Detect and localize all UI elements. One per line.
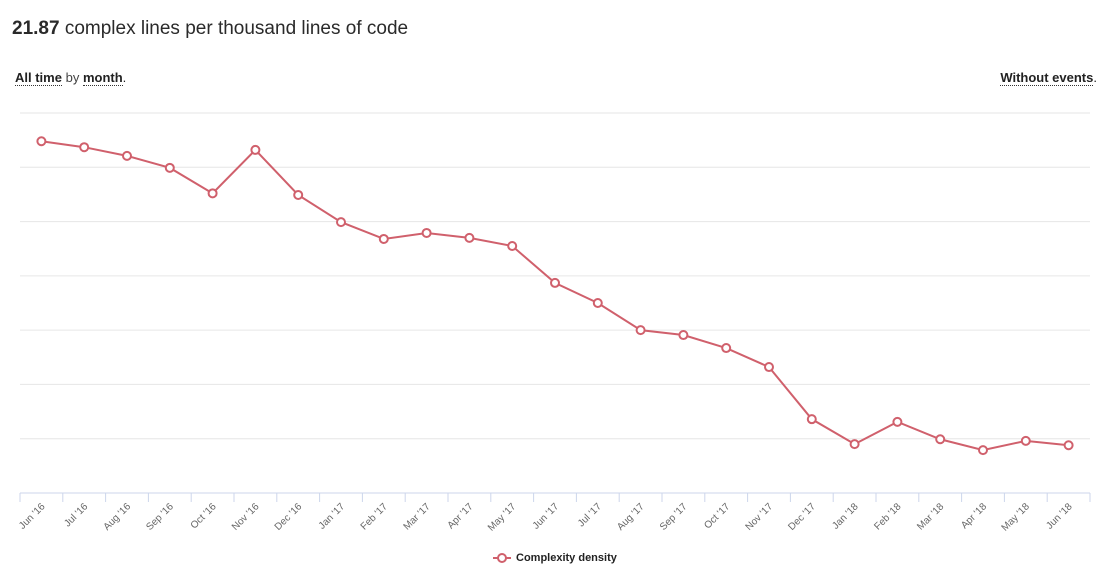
period-selector[interactable]: month — [82, 70, 123, 86]
range-selector[interactable]: All time — [15, 70, 62, 86]
legend-marker-icon — [493, 553, 511, 563]
legend-item[interactable]: Complexity density — [493, 552, 617, 564]
data-point — [678, 330, 689, 341]
time-filter: All time by month. — [15, 70, 127, 86]
x-tick-label: May '18 — [1000, 501, 1033, 534]
x-tick-label: Feb '18 — [872, 501, 903, 532]
data-point — [1063, 440, 1074, 451]
series-line — [41, 140, 1069, 452]
x-tick-label: Feb '17 — [359, 501, 390, 532]
data-point — [721, 343, 732, 354]
events-selector[interactable]: Without events — [1000, 70, 1094, 86]
data-point — [293, 189, 304, 200]
metric-value: 21.87 — [12, 18, 60, 39]
x-tick-label: Mar '17 — [402, 501, 433, 532]
x-tick-label: Aug '17 — [615, 501, 647, 533]
x-tick-label: Oct '16 — [189, 501, 219, 531]
data-point — [1020, 435, 1031, 446]
x-tick-label: Jan '18 — [830, 501, 861, 532]
data-point — [336, 217, 346, 228]
data-point — [892, 416, 903, 427]
data-point — [464, 232, 475, 243]
legend-label: Complexity density — [516, 552, 617, 564]
data-point — [592, 298, 603, 308]
events-filter: Without events. — [1000, 70, 1097, 86]
data-point — [378, 233, 389, 244]
data-point — [635, 325, 646, 336]
x-tick-label: Jul '16 — [62, 501, 90, 529]
x-tick-label: Dec '17 — [786, 501, 818, 533]
x-tick-label: Sep '17 — [658, 501, 690, 533]
data-point — [550, 277, 560, 288]
data-point — [849, 439, 860, 450]
x-tick-label: May '17 — [486, 501, 519, 534]
x-tick-label: Jul '17 — [576, 501, 604, 529]
data-point — [207, 188, 218, 199]
x-tick-label: Apr '17 — [446, 501, 476, 531]
by-label: by — [65, 70, 80, 85]
data-point — [250, 144, 261, 155]
x-tick-label: Jun '17 — [531, 501, 562, 532]
x-tick-label: Jun '18 — [1044, 501, 1075, 532]
x-tick-label: Mar '18 — [915, 501, 946, 532]
data-point — [421, 227, 432, 238]
data-point — [978, 445, 988, 456]
data-point — [507, 241, 518, 251]
x-tick-label: Jan '17 — [317, 501, 348, 532]
metric-label: complex lines per thousand lines of code — [64, 18, 409, 39]
data-point — [935, 434, 946, 445]
data-point — [164, 162, 175, 173]
x-tick-label: Jun '16 — [17, 501, 48, 532]
x-tick-label: Sep '16 — [144, 501, 176, 533]
data-point — [764, 362, 774, 373]
data-point — [122, 150, 132, 161]
x-tick-label: Aug '16 — [102, 501, 134, 533]
page-title: 21.87 complex lines per thousand lines o… — [12, 18, 408, 40]
data-point — [79, 142, 90, 153]
x-tick-label: Nov '17 — [744, 501, 776, 533]
x-tick-label: Nov '16 — [230, 501, 262, 533]
x-tick-label: Apr '18 — [959, 501, 989, 531]
data-point — [36, 136, 47, 147]
x-tick-label: Oct '17 — [702, 501, 732, 531]
x-tick-label: Dec '16 — [273, 501, 305, 533]
data-point — [806, 414, 817, 425]
